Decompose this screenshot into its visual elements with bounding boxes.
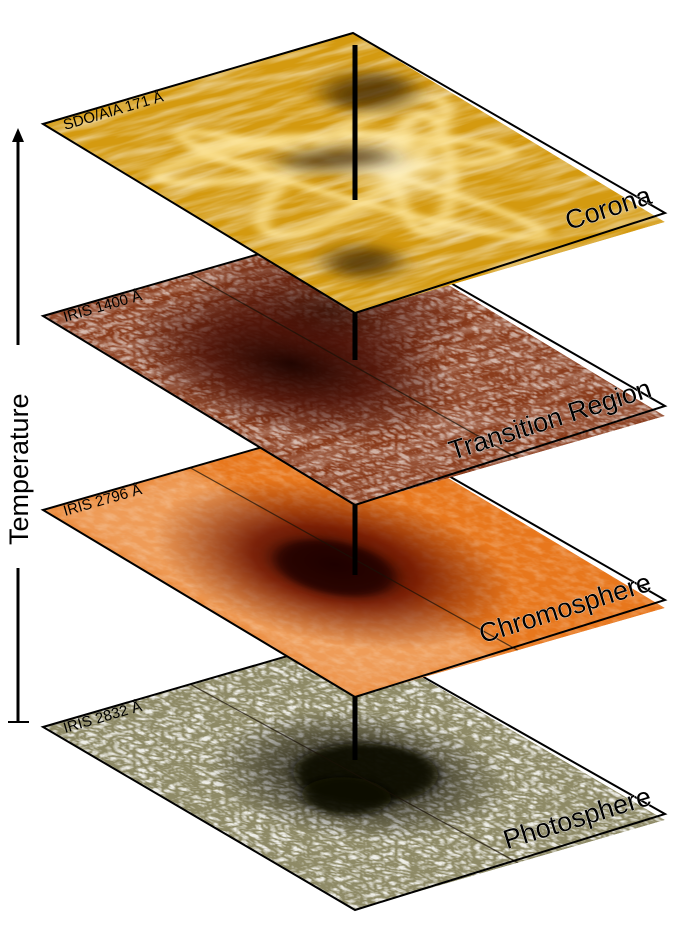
slit-line [189, 273, 519, 459]
layer-frame [40, 419, 668, 699]
layer-frame [40, 31, 668, 315]
layer-frame [40, 635, 668, 912]
layer-image-photo [43, 637, 665, 911]
slit-line [189, 683, 519, 864]
temperature-axis: Temperature [4, 128, 34, 723]
axis-label: Temperature [4, 393, 34, 545]
layer-frame [40, 225, 668, 507]
